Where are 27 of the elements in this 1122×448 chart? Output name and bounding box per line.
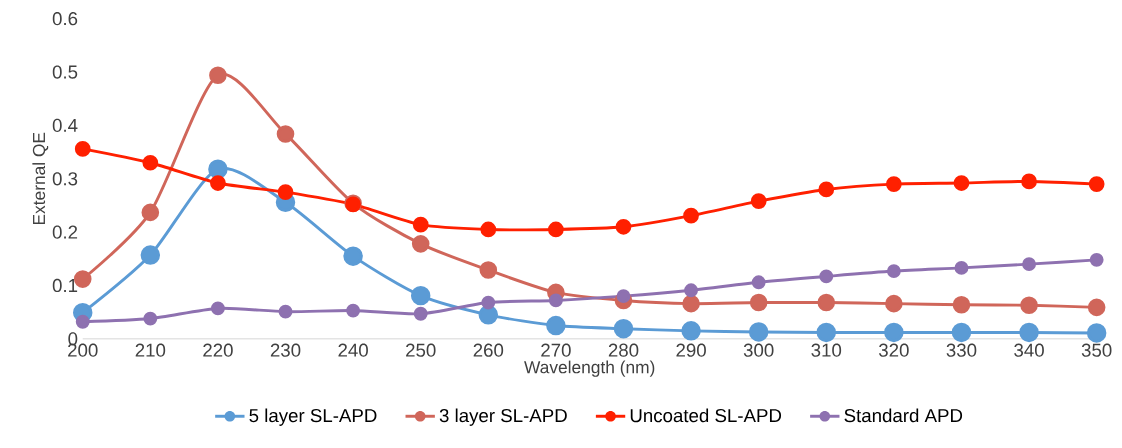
x-tick-label: 290 — [676, 343, 706, 357]
x-tick-label: 230 — [270, 343, 301, 357]
x-tick-label: 340 — [1014, 343, 1044, 357]
legend-label: Standard APD — [844, 408, 963, 423]
x-tick-label: 350 — [1081, 343, 1112, 357]
x-tick-label: 310 — [811, 343, 842, 357]
legend-label: 5 layer SL-APD — [249, 408, 377, 426]
x-tick-label: 320 — [879, 343, 909, 357]
y-tick-label: 0.1 — [52, 278, 78, 292]
x-axis-title: Wavelength (nm) — [524, 360, 655, 377]
x-tick-label: 250 — [406, 343, 436, 357]
x-tick-label: 220 — [203, 343, 233, 357]
x-tick-label: 260 — [473, 343, 504, 357]
y-tick-label: 0.2 — [52, 225, 78, 239]
y-axis-title: External QE — [32, 132, 49, 224]
y-tick-label: 0.3 — [52, 172, 78, 186]
x-tick-label: 240 — [338, 343, 368, 357]
x-tick-label: 330 — [946, 343, 977, 357]
legend-label: Uncoated SL-APD — [630, 408, 782, 423]
x-tick-label: 280 — [608, 343, 639, 357]
x-tick-label: 270 — [541, 343, 571, 357]
y-tick-label: 0.6 — [52, 11, 78, 26]
x-tick-label: 300 — [743, 343, 774, 357]
y-tick-label: 0.4 — [52, 118, 78, 132]
y-tick-label: 0.5 — [52, 65, 78, 79]
legend-label: 3 layer SL-APD — [439, 408, 567, 426]
x-tick-label: 210 — [135, 343, 166, 357]
